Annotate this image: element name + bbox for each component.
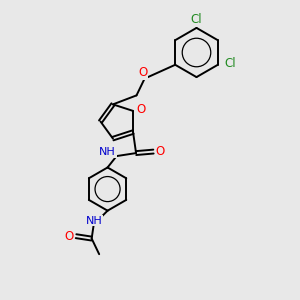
Text: Cl: Cl [225, 57, 236, 70]
Text: O: O [136, 103, 145, 116]
Text: O: O [155, 145, 165, 158]
Text: O: O [139, 66, 148, 79]
Text: NH: NH [86, 216, 102, 226]
Text: O: O [64, 230, 74, 243]
Text: Cl: Cl [191, 13, 202, 26]
Text: NH: NH [99, 148, 116, 158]
